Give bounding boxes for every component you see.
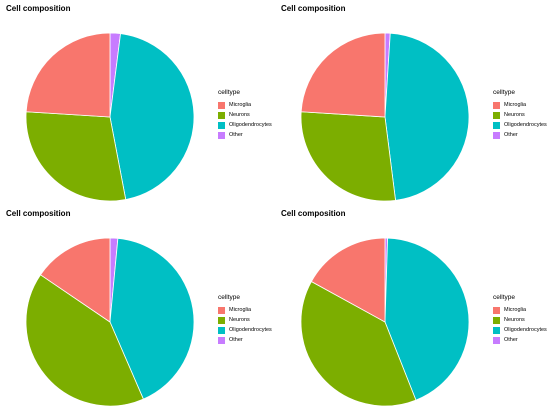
legend-label: Other — [229, 132, 243, 138]
pie-slice-microglia — [39, 237, 111, 323]
legend-swatch — [493, 121, 500, 129]
legend-item: Other — [493, 335, 547, 345]
legend-item: Microglia — [493, 305, 547, 315]
legend-label: Neurons — [229, 317, 250, 323]
legend-item: Oligodendrocytes — [493, 325, 547, 335]
legend-swatch — [218, 336, 225, 344]
legend-swatch — [218, 306, 225, 314]
legend-title: celltype — [493, 89, 516, 96]
legend-swatch — [493, 306, 500, 314]
legend: celltype Microglia Neurons Oligodendrocytes… — [218, 89, 272, 140]
legend-swatch — [218, 326, 225, 334]
legend-label: Microglia — [229, 307, 252, 313]
pie-chart — [300, 237, 470, 407]
legend-item: Oligodendrocytes — [493, 120, 547, 130]
legend-swatch — [218, 101, 225, 109]
legend-item: Other — [493, 130, 547, 140]
pie-slice-microglia — [25, 32, 111, 118]
chart-title: Cell composition — [281, 4, 346, 13]
legend-title: celltype — [493, 294, 516, 301]
legend-swatch — [493, 111, 500, 119]
pie-slice-neurons — [300, 111, 396, 202]
legend-label: Neurons — [229, 112, 250, 118]
legend-item: Microglia — [218, 305, 272, 315]
legend: celltype Microglia Neurons Oligodendrocytes… — [218, 294, 272, 345]
legend-label: Other — [504, 337, 518, 343]
legend-title: celltype — [218, 89, 241, 96]
legend-item: Microglia — [218, 100, 272, 110]
legend-item: Neurons — [493, 110, 547, 120]
legend-label: Other — [504, 132, 518, 138]
legend-label: Other — [229, 337, 243, 343]
legend-item: Other — [218, 335, 272, 345]
pie-slice-oligodendrocytes — [384, 32, 470, 201]
pie-chart-panel: Cell composition celltype Microglia Neurons… — [0, 0, 275, 205]
legend-label: Oligodendrocytes — [504, 327, 547, 333]
legend-item: Neurons — [218, 315, 272, 325]
legend-item: Oligodendrocytes — [218, 325, 272, 335]
legend-label: Microglia — [229, 102, 252, 108]
pie-chart-panel: Cell composition celltype Microglia Neurons… — [275, 0, 550, 205]
pie-slice-oligodendrocytes — [109, 237, 195, 400]
legend-item: Neurons — [493, 315, 547, 325]
legend-label: Oligodendrocytes — [229, 122, 272, 128]
legend-item: Neurons — [218, 110, 272, 120]
pie-slice-microglia — [300, 32, 386, 118]
pie-slice-oligodendrocytes — [109, 33, 195, 200]
legend-label: Neurons — [504, 317, 525, 323]
legend-label: Neurons — [504, 112, 525, 118]
legend: celltype Microglia Neurons Oligodendrocytes… — [493, 294, 547, 345]
pie-slice-neurons — [25, 111, 127, 202]
legend-label: Oligodendrocytes — [229, 327, 272, 333]
chart-title: Cell composition — [6, 4, 71, 13]
pie-chart — [300, 32, 470, 202]
legend-title: celltype — [218, 294, 241, 301]
chart-title: Cell composition — [6, 209, 71, 218]
legend-swatch — [218, 111, 225, 119]
pie-chart — [25, 32, 195, 202]
legend-swatch — [493, 336, 500, 344]
legend-swatch — [218, 316, 225, 324]
chart-title: Cell composition — [281, 209, 346, 218]
legend-item: Microglia — [493, 100, 547, 110]
pie-slice-neurons — [300, 280, 417, 407]
legend-swatch — [218, 121, 225, 129]
legend-swatch — [493, 316, 500, 324]
pie-slice-oligodendrocytes — [384, 237, 470, 401]
legend-swatch — [493, 131, 500, 139]
legend-label: Oligodendrocytes — [504, 122, 547, 128]
legend: celltype Microglia Neurons Oligodendrocytes… — [493, 89, 547, 140]
pie-chart-panel: Cell composition celltype Microglia Neurons… — [0, 205, 275, 410]
pie-slice-microglia — [310, 237, 386, 323]
pie-chart-panel: Cell composition celltype Microglia Neurons… — [275, 205, 550, 410]
legend-swatch — [218, 131, 225, 139]
legend-label: Microglia — [504, 102, 527, 108]
legend-swatch — [493, 326, 500, 334]
legend-item: Oligodendrocytes — [218, 120, 272, 130]
legend-label: Microglia — [504, 307, 527, 313]
pie-slice-neurons — [25, 274, 144, 407]
legend-swatch — [493, 101, 500, 109]
pie-chart — [25, 237, 195, 407]
legend-item: Other — [218, 130, 272, 140]
